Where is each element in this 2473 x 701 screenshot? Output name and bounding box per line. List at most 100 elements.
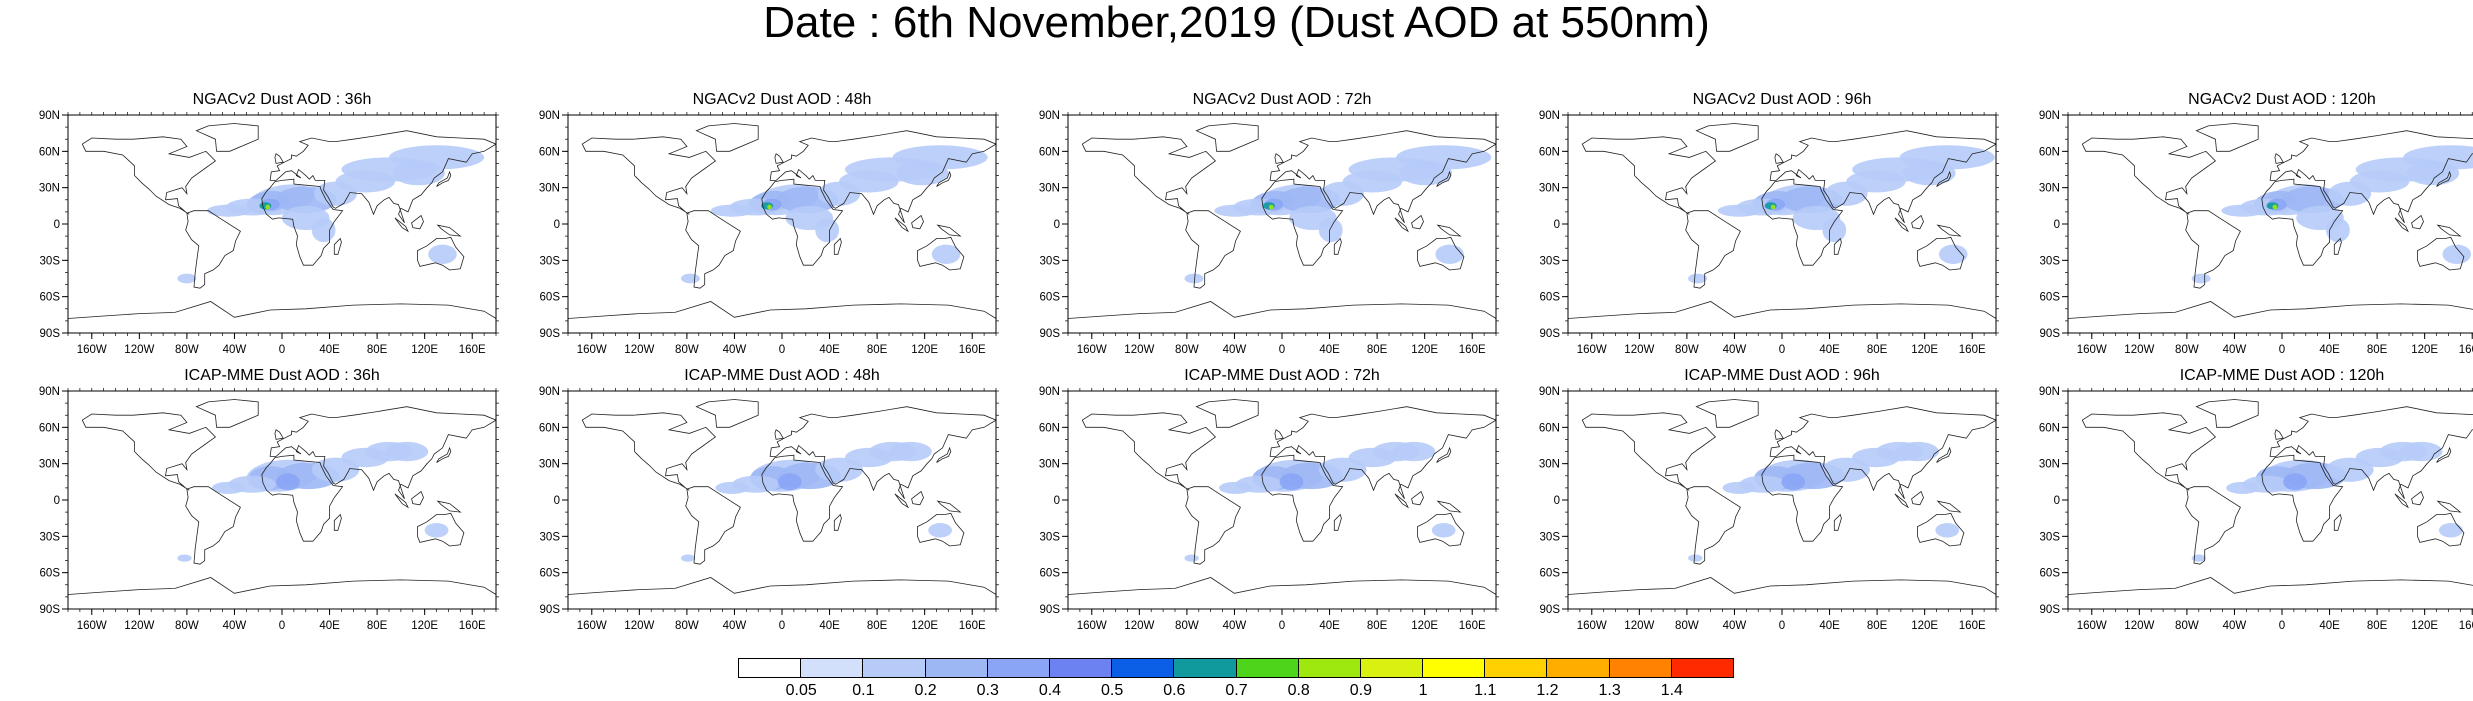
lon-tick-label: 40W — [1723, 344, 1747, 356]
coastline — [1411, 490, 1424, 506]
main-title: Date : 6th November,2019 (Dust AOD at 55… — [763, 0, 1710, 47]
coastline — [1917, 512, 1965, 547]
coastline — [1269, 406, 1496, 500]
coastline — [2261, 454, 2344, 542]
lon-tick-label: 80E — [2367, 620, 2388, 632]
map-frame — [567, 390, 997, 610]
lon-tick-label: 160E — [459, 620, 486, 632]
lat-tick-label: 0 — [2054, 495, 2060, 507]
panel-title: NGACv2 Dust AOD : 96h — [1692, 91, 1872, 108]
lon-tick-label: 160E — [959, 620, 986, 632]
dust-plume — [680, 273, 700, 284]
lon-tick-label: 160W — [1577, 344, 1607, 356]
lon-tick-label: 160E — [2459, 344, 2473, 356]
dust-plume — [265, 204, 271, 210]
map-panel: ICAP-MME Dust AOD : 120h 90N 60N 30N 0 30S 60S… — [2038, 367, 2473, 633]
panel-title: NGACv2 Dust AOD : 48h — [692, 91, 872, 108]
coastline — [1333, 513, 1342, 531]
coastline — [2081, 412, 2217, 491]
coastline — [685, 210, 741, 289]
coastline — [1436, 170, 1452, 187]
lon-tick-label: 120W — [124, 344, 154, 356]
lat-tick-label: 30S — [40, 531, 61, 543]
coastline — [1695, 399, 1759, 428]
colorbar-label: 1.1 — [1474, 682, 1497, 699]
dust-plume — [2282, 186, 2344, 214]
lat-tick-label: 90N — [39, 386, 60, 398]
map-panel: NGACv2 Dust AOD : 36h 90N 60N 30N 0 30S 60S 90S… — [38, 91, 499, 357]
lon-tick-label: 80E — [867, 344, 888, 356]
map-plot: 90N 60N 30N 0 30S 60S 90S 160W 120W 80W 40W 0 40E 80E… — [1539, 386, 1999, 632]
dust-plume — [1938, 244, 1968, 264]
coastline — [1761, 178, 1844, 266]
dust-plume — [1184, 554, 1199, 562]
coastline — [2068, 577, 2473, 609]
coastline — [769, 130, 996, 224]
coastline — [436, 170, 452, 187]
lon-tick-label: 40E — [319, 620, 340, 632]
aod-colorbar: 0.05 0.1 0.2 0.3 0.4 0.5 0.6 0.7 0.8 0.9 1 1.1 1.2 1.… — [738, 658, 1734, 699]
lat-tick-label: 0 — [554, 495, 560, 507]
lat-tick-label: 60N — [2039, 422, 2060, 434]
dust-plume — [1279, 473, 1304, 491]
dust-plume — [1822, 217, 1847, 243]
dust-plume — [2399, 441, 2443, 462]
coastline — [81, 136, 217, 215]
coastline — [436, 224, 462, 237]
coastline — [2185, 486, 2241, 565]
map-plot: 90N 60N 30N 0 30S 60S 90S 160W 120W 80W 40W 0 40E 80E… — [39, 110, 499, 356]
lon-tick-label: 160W — [1077, 620, 1107, 632]
coastline — [436, 500, 462, 513]
lat-tick-label: 0 — [54, 219, 60, 231]
colorbar-swatch — [1359, 658, 1424, 678]
lon-tick-label: 40E — [1319, 620, 1340, 632]
lon-tick-label: 80E — [2367, 344, 2388, 356]
lon-tick-label: 80E — [1867, 344, 1888, 356]
map-plot: 90N 60N 30N 0 30S 60S 90S 160W 120W 80W 40W 0 40E 80E… — [1039, 110, 1499, 356]
lon-tick-label: 0 — [779, 344, 785, 356]
lon-tick-label: 160E — [1959, 620, 1986, 632]
panel-title: ICAP-MME Dust AOD : 120h — [2179, 367, 2385, 384]
lat-tick-label: 60N — [1039, 146, 1060, 158]
lon-tick-label: 0 — [279, 620, 285, 632]
lat-tick-label: 30N — [1539, 183, 1560, 195]
coastline — [1081, 136, 1217, 215]
lon-tick-label: 80W — [175, 620, 199, 632]
colorbar-label: 0.7 — [1225, 682, 1248, 699]
lat-tick-label: 90S — [1040, 604, 1061, 616]
coastline — [2411, 214, 2424, 230]
lat-tick-label: 90S — [40, 328, 61, 340]
lon-tick-label: 120E — [2411, 344, 2438, 356]
dust-plume — [1431, 523, 1456, 538]
colorbar-swatch — [1608, 658, 1672, 678]
coastline — [1436, 500, 1462, 513]
lat-tick-label: 30S — [40, 255, 61, 267]
coastline — [936, 170, 952, 187]
coastline — [2274, 153, 2284, 164]
lon-tick-label: 40W — [2223, 620, 2247, 632]
dust-plume — [1214, 204, 1258, 217]
lat-tick-label: 30S — [1040, 531, 1061, 543]
lon-tick-label: 160W — [577, 344, 607, 356]
lat-tick-label: 30N — [539, 183, 560, 195]
lon-tick-label: 160W — [77, 344, 107, 356]
dust-plume — [2191, 554, 2206, 562]
coastline — [195, 399, 259, 428]
lon-tick-label: 0 — [1279, 620, 1285, 632]
coastline — [1195, 399, 1259, 428]
coastline — [911, 490, 924, 506]
lat-tick-label: 90N — [1539, 110, 1560, 122]
lon-tick-label: 120W — [1624, 344, 1654, 356]
dust-plume — [777, 473, 802, 491]
lat-tick-label: 0 — [2054, 219, 2060, 231]
lat-tick-label: 60N — [1539, 146, 1560, 158]
colorbar-swatch — [800, 658, 864, 678]
lon-tick-label: 80W — [1675, 620, 1699, 632]
lat-tick-label: 30N — [539, 459, 560, 471]
lon-tick-label: 0 — [1779, 620, 1785, 632]
coastline — [2195, 399, 2259, 428]
coastline — [1394, 217, 1409, 233]
coastline — [417, 236, 465, 271]
lon-tick-label: 120E — [2411, 620, 2438, 632]
lat-tick-label: 60S — [540, 568, 561, 580]
